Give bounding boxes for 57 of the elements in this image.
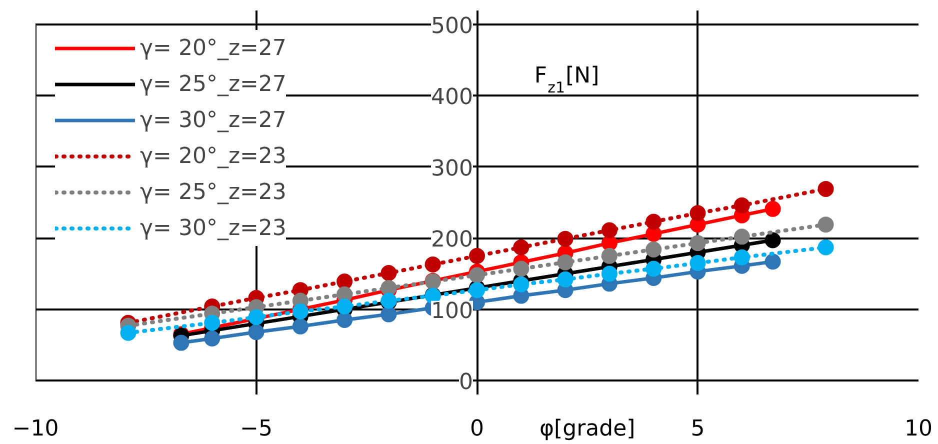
y-tick-label: 100 <box>431 298 474 324</box>
point <box>557 254 574 270</box>
point <box>690 255 706 272</box>
point <box>469 282 485 298</box>
point <box>380 280 397 296</box>
x-tick-label: −10 <box>12 416 59 442</box>
point <box>120 324 136 341</box>
point <box>734 228 750 245</box>
point <box>380 265 397 281</box>
point <box>690 205 706 222</box>
point <box>292 318 308 334</box>
legend-label: γ= 30°_z=27 <box>140 106 286 134</box>
point <box>690 235 706 252</box>
point <box>204 330 220 347</box>
point <box>734 197 750 214</box>
y-tick-label: 300 <box>431 156 474 182</box>
x-axis-title: φ[grade] <box>540 416 636 442</box>
point <box>469 267 485 284</box>
point <box>513 276 530 292</box>
point <box>764 254 781 270</box>
point <box>513 260 530 277</box>
point <box>380 306 397 322</box>
point <box>336 312 353 328</box>
point <box>513 239 530 256</box>
point <box>336 274 353 290</box>
point <box>646 242 662 258</box>
point <box>734 249 750 266</box>
point <box>646 214 662 230</box>
point <box>557 230 574 247</box>
legend-label: γ= 20°_z=27 <box>140 34 286 62</box>
legend-label: γ= 25°_z=27 <box>140 70 286 98</box>
legend-label: γ= 25°_z=23 <box>140 178 286 206</box>
legend-label: γ= 20°_z=23 <box>140 142 286 170</box>
y-tick-label: 200 <box>431 228 474 253</box>
y-tick-label: 0 <box>459 370 474 396</box>
x-tick-label: 10 <box>904 416 933 442</box>
y-tick-label: 500 <box>431 14 474 39</box>
point <box>818 239 834 256</box>
point <box>646 260 662 277</box>
x-tick-label: −5 <box>240 416 272 442</box>
point <box>204 314 220 331</box>
y-tick-label: 400 <box>431 85 474 110</box>
point <box>601 266 618 282</box>
point <box>818 216 834 233</box>
point <box>173 334 190 351</box>
point <box>764 232 781 248</box>
point <box>336 298 353 314</box>
point <box>818 180 834 197</box>
legend-label: γ= 30°_z=23 <box>140 214 286 242</box>
point <box>248 324 264 340</box>
point <box>764 200 781 217</box>
x-tick-label: 5 <box>690 416 705 442</box>
point <box>557 271 574 288</box>
point <box>601 222 618 238</box>
point <box>601 248 618 264</box>
point <box>424 256 441 272</box>
point <box>469 248 485 264</box>
